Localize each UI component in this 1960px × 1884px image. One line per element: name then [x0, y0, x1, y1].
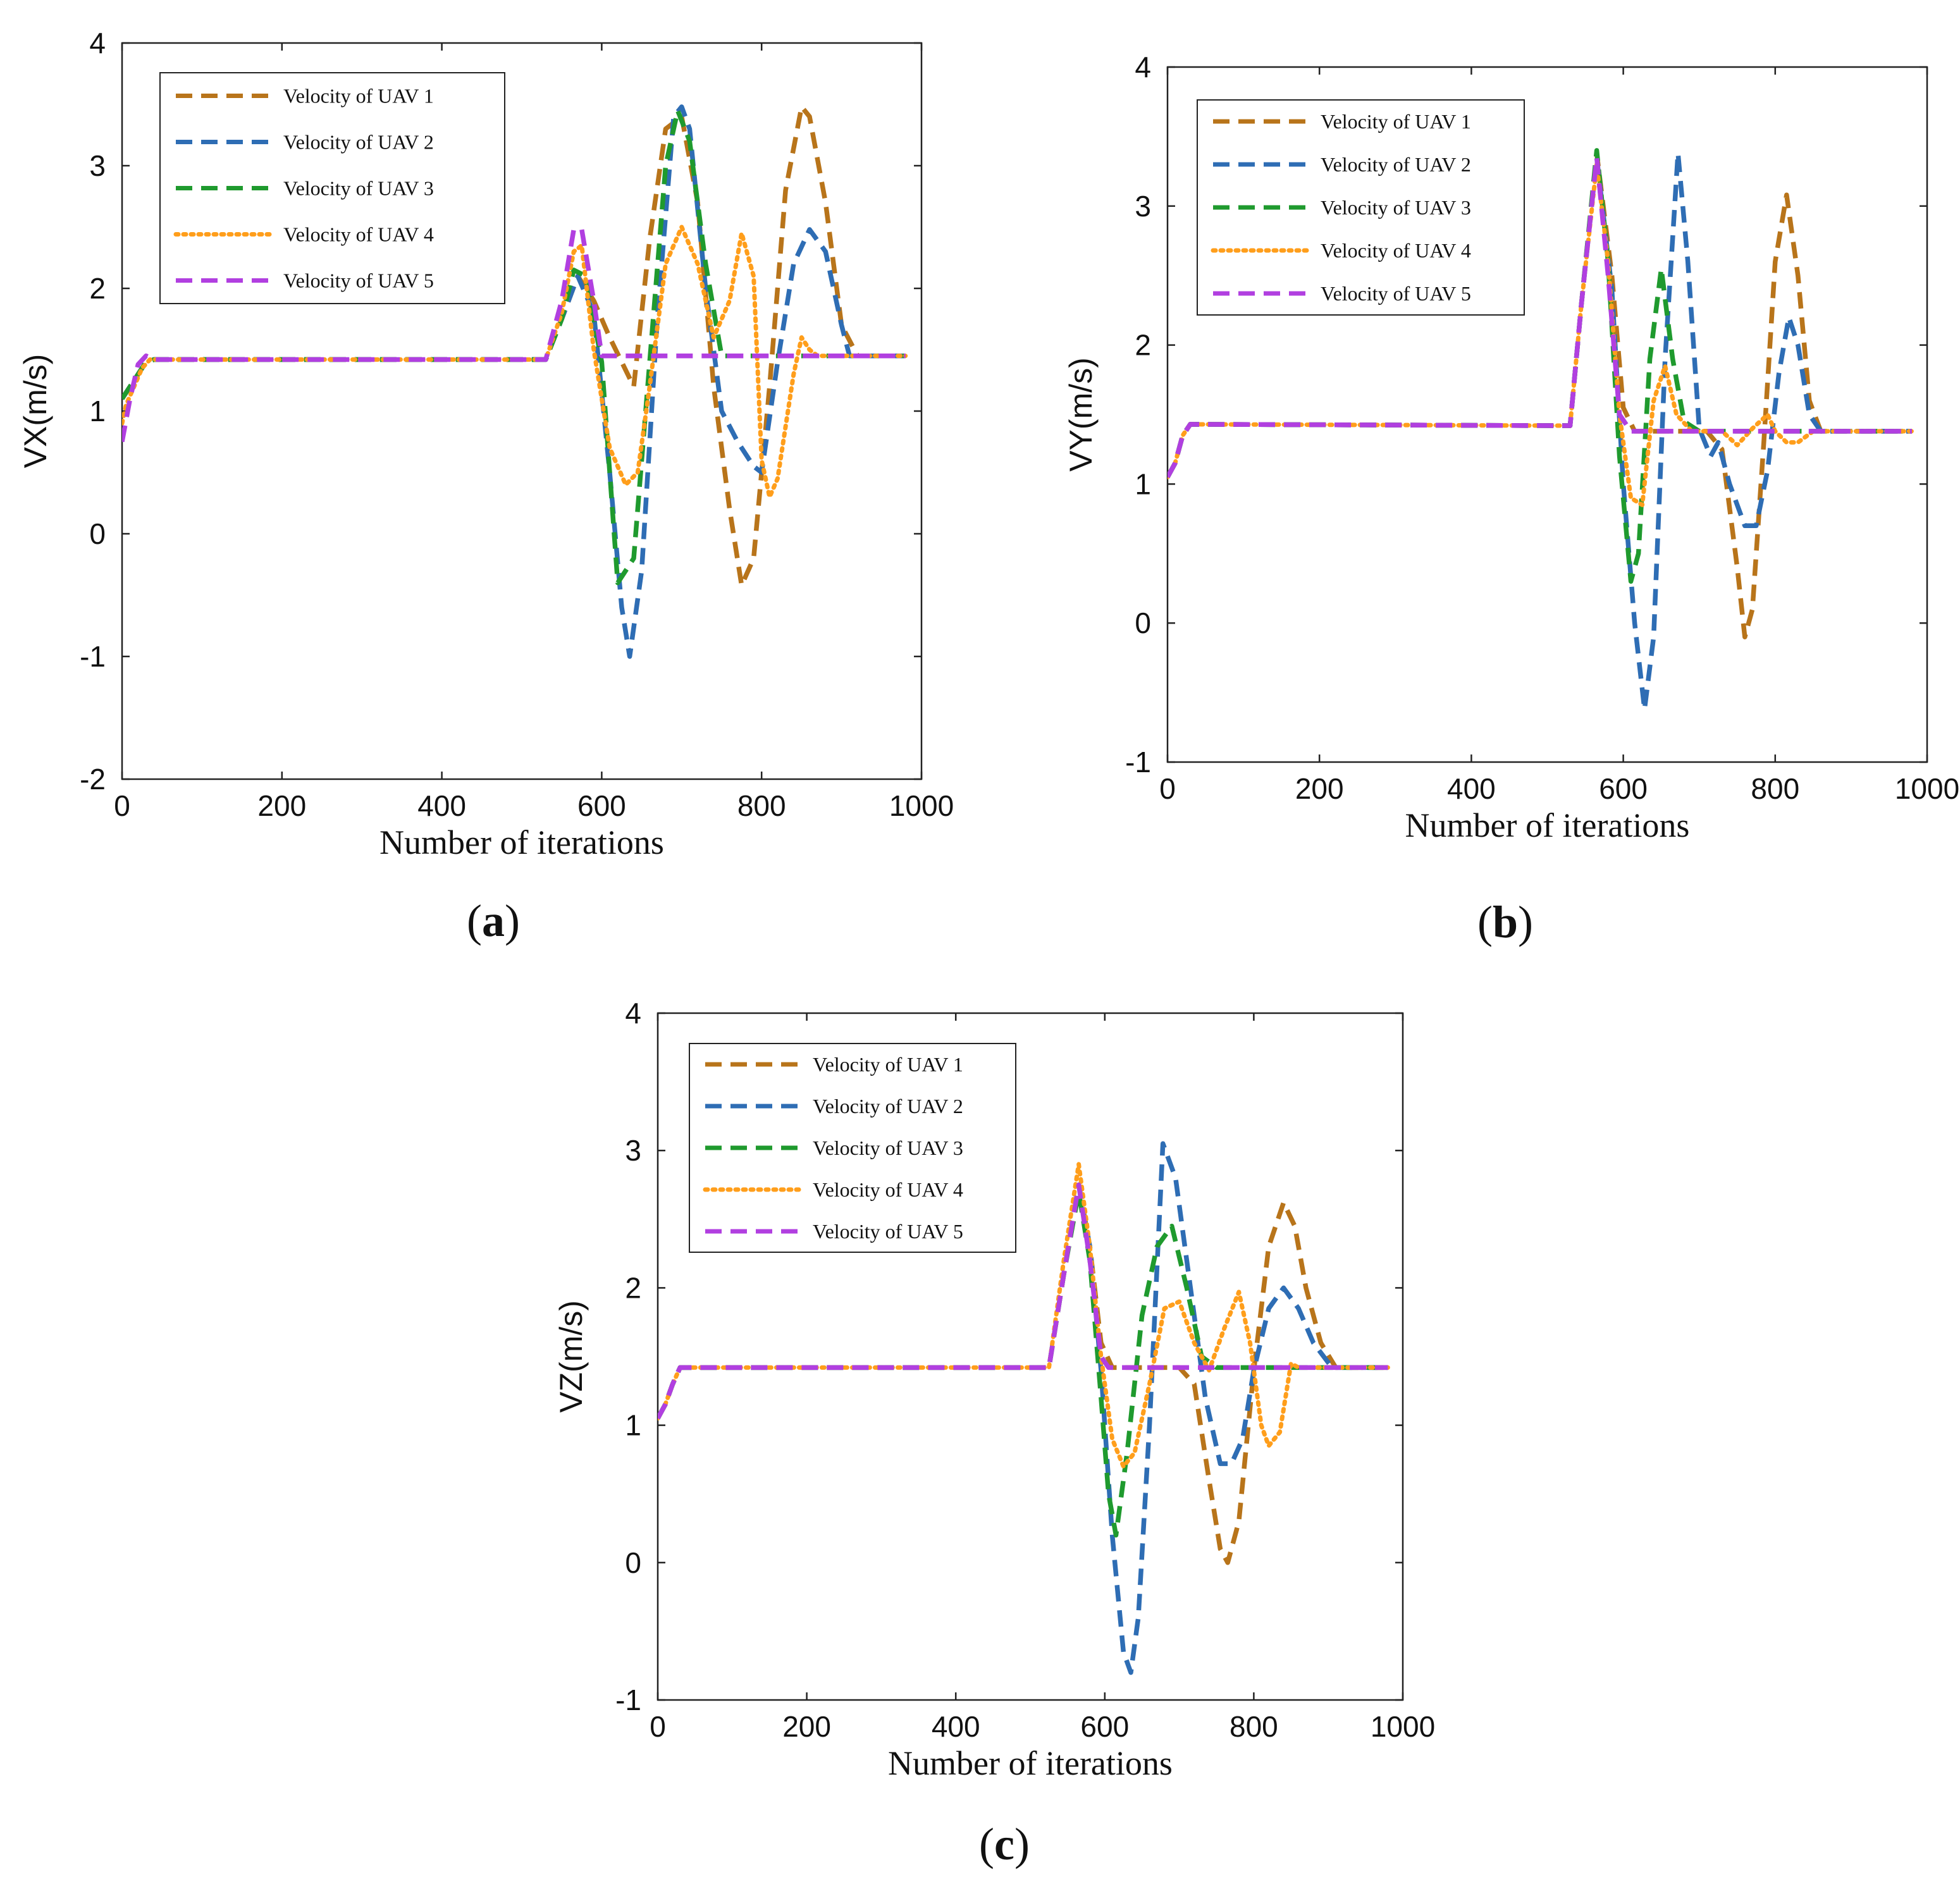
series-line-uav-5	[1168, 155, 1912, 479]
y-tick-label: 2	[1135, 329, 1151, 362]
series-lines	[1168, 148, 1914, 712]
y-tick-label: 3	[625, 1134, 641, 1167]
y-axis-label: VY(m/s)	[1063, 357, 1099, 472]
x-tick-label: 1000	[889, 789, 954, 822]
caption-letter: b	[1493, 897, 1518, 947]
x-tick-label: 400	[1447, 772, 1496, 805]
x-tick-label: 200	[1295, 772, 1344, 805]
series-line-uav-5	[658, 1182, 1388, 1420]
y-axis-label: VX(m/s)	[18, 354, 53, 469]
legend-label: Velocity of UAV 3	[1321, 196, 1471, 219]
y-tick-label: 1	[89, 395, 106, 428]
series-line-uav-2	[1168, 151, 1912, 712]
legend-label: Velocity of UAV 3	[813, 1136, 963, 1159]
legend-label: Velocity of UAV 5	[813, 1220, 963, 1243]
legend-label: Velocity of UAV 1	[813, 1053, 963, 1076]
x-tick-label: 600	[1599, 772, 1648, 805]
y-tick-label: 0	[1135, 606, 1151, 639]
legend-label: Velocity of UAV 2	[1321, 153, 1471, 176]
y-tick-label: 2	[89, 272, 106, 305]
y-tick-label: 4	[625, 997, 641, 1030]
x-tick-label: 200	[782, 1710, 831, 1743]
x-tick-label: 800	[1751, 772, 1799, 805]
chart-c: 0 200 400 600 800 1000 -1 0 1 2 3 4 Number of iterat…	[553, 997, 1435, 1869]
legend: Velocity of UAV 1 Velocity of UAV 2 Veloci…	[689, 1043, 1016, 1253]
x-tick-label: 400	[932, 1710, 980, 1743]
y-tick-label: 3	[1135, 190, 1151, 223]
x-tick-label: 1000	[1371, 1710, 1435, 1743]
legend-label: Velocity of UAV 5	[283, 269, 434, 292]
legend-label: Velocity of UAV 2	[283, 131, 434, 154]
y-axis-label: VZ(m/s)	[553, 1300, 589, 1413]
series-line-uav-4	[1168, 162, 1914, 507]
x-tick-label: 800	[1230, 1710, 1278, 1743]
x-tick-label: 0	[650, 1710, 666, 1743]
panel-caption: (a)	[467, 896, 520, 946]
y-tick-label: 1	[625, 1409, 641, 1442]
x-tick-label: 800	[737, 789, 786, 822]
panel-caption: (b)	[1477, 897, 1533, 947]
caption-letter: c	[994, 1819, 1014, 1869]
series-lines	[122, 104, 908, 659]
legend-label: Velocity of UAV 5	[1321, 282, 1471, 305]
y-tick-label: 1	[1135, 467, 1151, 500]
y-tick-label: -1	[80, 640, 106, 673]
legend-label: Velocity of UAV 3	[283, 177, 434, 200]
caption-close-paren: )	[1518, 897, 1533, 947]
legend-label: Velocity of UAV 4	[1321, 239, 1471, 262]
legend-label: Velocity of UAV 1	[283, 85, 434, 108]
legend: Velocity of UAV 1 Velocity of UAV 2 Veloci…	[1197, 99, 1525, 316]
y-tick-label: 2	[625, 1271, 641, 1304]
caption-letter: a	[482, 896, 505, 946]
y-tick-label: 0	[625, 1546, 641, 1579]
legend-label: Velocity of UAV 4	[283, 223, 434, 246]
x-tick-label: 200	[257, 789, 306, 822]
chart-a: 0 200 400 600 800 1000 -2 -1 0 1 2 3 4 Number of iter…	[18, 27, 954, 946]
panel-caption: (c)	[979, 1819, 1030, 1869]
caption-close-paren: )	[1014, 1819, 1030, 1869]
y-tick-label: 0	[89, 517, 106, 550]
x-axis-label: Number of iterations	[379, 823, 664, 861]
series-lines	[658, 1141, 1390, 1675]
y-tick-label: -2	[80, 763, 106, 796]
x-tick-label: 600	[577, 789, 626, 822]
x-tick-label: 600	[1080, 1710, 1129, 1743]
caption-open-paren: (	[1477, 897, 1493, 947]
series-line-uav-1	[122, 104, 906, 588]
caption-open-paren: (	[467, 896, 482, 946]
caption-close-paren: )	[505, 896, 520, 946]
caption-open-paren: (	[979, 1819, 994, 1869]
y-tick-label: -1	[1125, 746, 1151, 779]
legend-label: Velocity of UAV 4	[813, 1178, 963, 1201]
x-axis-label: Number of iterations	[1405, 806, 1690, 844]
legend: Velocity of UAV 1 Velocity of UAV 2 Veloci…	[159, 72, 505, 304]
x-tick-label: 1000	[1895, 772, 1959, 805]
x-axis-label: Number of iterations	[888, 1744, 1173, 1782]
x-tick-label: 0	[114, 789, 130, 822]
y-tick-label: 3	[89, 149, 106, 182]
legend-label: Velocity of UAV 1	[1321, 110, 1471, 133]
y-tick-label: -1	[615, 1684, 641, 1716]
legend-label: Velocity of UAV 2	[813, 1095, 963, 1117]
y-tick-label: 4	[89, 27, 106, 59]
series-line-uav-5	[122, 227, 906, 443]
x-tick-label: 400	[417, 789, 466, 822]
x-tick-label: 0	[1159, 772, 1176, 805]
y-tick-label: 4	[1135, 51, 1151, 83]
